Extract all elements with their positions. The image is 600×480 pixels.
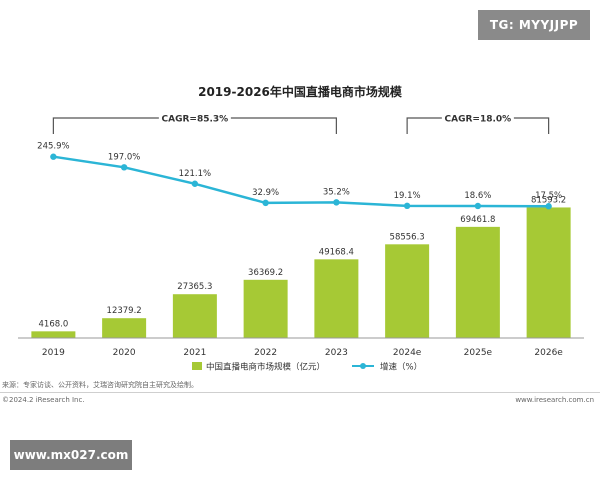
website-link: www.iresearch.com.cn [515, 396, 594, 404]
legend-bar-swatch [192, 362, 202, 370]
x-tick-label: 2024e [393, 348, 422, 358]
x-tick-labels: 2019 2020 2021 2022 2023 2024e 2025e 2026e [42, 348, 563, 358]
source-note: 来源：专家访谈、公开资料，艾瑞咨询研究院自主研究及绘制。 [2, 381, 198, 389]
growth-value-label: 19.1% [394, 191, 421, 201]
growth-point-2020 [120, 164, 128, 171]
x-tick-label: 2021 [183, 348, 206, 358]
bar-value-label: 49168.4 [319, 247, 354, 257]
cagr-label: CAGR=85.3% [162, 115, 229, 125]
growth-value-label: 18.6% [464, 191, 491, 201]
bar-2026e [526, 207, 571, 338]
bar-value-label: 69461.8 [460, 215, 495, 225]
legend-bar-label: 中国直播电商市场规模（亿元） [206, 362, 325, 373]
cagr-label-bg [158, 111, 231, 125]
x-tick-label: 2022 [254, 348, 277, 358]
bar-value-label: 12379.2 [107, 306, 142, 316]
growth-point-2019 [50, 153, 57, 160]
x-tick-label: 2020 [113, 348, 136, 358]
growth-line [53, 155, 549, 208]
growth-value-label: 245.9% [37, 142, 69, 152]
bar-value-label: 58556.3 [390, 232, 425, 242]
bar-2019 [31, 331, 76, 338]
copyright: ©2024.2 iResearch Inc. [2, 396, 85, 404]
growth-value-label: 121.1% [179, 169, 211, 179]
bar-2022 [243, 279, 288, 338]
growth-value-label: 17.5% [535, 191, 562, 201]
x-tick-label: 2023 [325, 348, 348, 358]
watermark-top: TG: MYYJJPP [478, 10, 590, 40]
chart-title: 2019-2026年中国直播电商市场规模 [198, 84, 403, 99]
growth-point-2026e [545, 203, 552, 210]
growth-point-2022 [262, 199, 269, 207]
cagr-label: CAGR=18.0% [445, 115, 512, 125]
x-tick-label: 2026e [534, 348, 563, 358]
footer-divider [0, 392, 600, 393]
bar-2025e [455, 226, 500, 338]
bar-value-label: 81593.2 [531, 195, 566, 205]
bar-value-label: 27365.3 [177, 282, 212, 292]
growth-value-label: 197.0% [108, 152, 140, 162]
growth-point-2025e [474, 202, 482, 210]
chart: 2019-2026年中国直播电商市场规模 CAGR=85.3% CAGR=18.0… [18, 84, 584, 373]
legend-line-label: 增速（%） [380, 362, 422, 373]
watermark-bottom: www.mx027.com [10, 440, 132, 470]
bar-value-label: 4168.0 [39, 319, 69, 329]
bar-series: 4168.0 12379.2 27365.3 36369.2 49168.4 58556.… [31, 195, 571, 338]
growth-point-2021 [191, 180, 199, 187]
x-tick-label: 2025e [464, 348, 493, 358]
growth-point-2023 [333, 199, 340, 206]
growth-value-label: 32.9% [252, 188, 279, 198]
growth-point-2024e [403, 202, 411, 210]
growth-value-label: 35.2% [323, 187, 350, 197]
legend: 中国直播电商市场规模（亿元） 增速（%） [192, 362, 422, 373]
legend-line-marker [360, 363, 366, 369]
cagr-label-bg [441, 111, 514, 125]
bar-2021 [172, 294, 217, 338]
bar-2023 [314, 259, 359, 338]
bar-value-label: 36369.2 [248, 268, 283, 278]
line-series: 245.9% 197.0% 121.1% 32.9% 35.2% 19.1% 18.6% 17… [37, 142, 562, 210]
cagr-annotations: CAGR=85.3% CAGR=18.0% [52, 111, 550, 134]
bar-2024e [385, 244, 430, 338]
x-tick-label: 2019 [42, 348, 65, 358]
bar-2020 [102, 318, 147, 338]
